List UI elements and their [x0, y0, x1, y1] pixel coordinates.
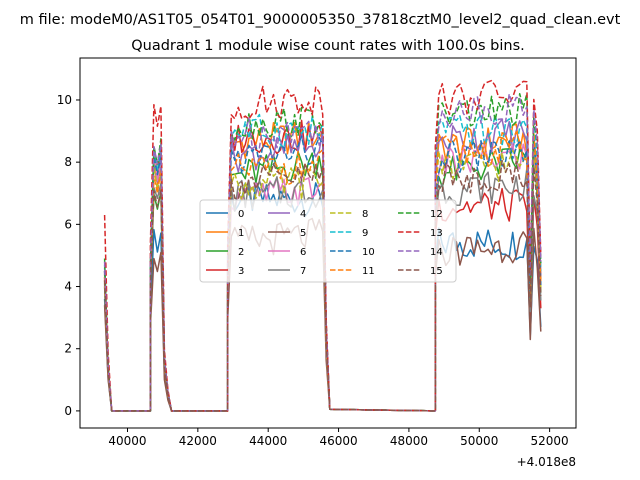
y-axis-ticks: 0 2 4 6 8 10: [57, 93, 80, 418]
legend-label-10: 10: [362, 247, 375, 258]
axes-frame: [79, 57, 577, 429]
legend-label-4: 4: [300, 209, 306, 220]
legend-label-11: 11: [362, 266, 375, 277]
legend-label-6: 6: [300, 247, 306, 258]
legend-label-5: 5: [300, 228, 306, 239]
y-tick-label: 6: [64, 217, 72, 231]
legend-label-14: 14: [430, 247, 443, 258]
legend-label-9: 9: [362, 228, 368, 239]
legend-label-1: 1: [238, 228, 244, 239]
legend-label-2: 2: [238, 247, 244, 258]
y-tick-label: 10: [57, 93, 72, 107]
legend-label-12: 12: [430, 209, 443, 220]
y-tick-label: 0: [64, 404, 72, 418]
x-axis-offset-label: +4.018e8: [517, 455, 576, 469]
y-tick-label: 8: [64, 155, 72, 169]
series-line-14: [103, 93, 542, 412]
series-line-8: [103, 147, 542, 412]
x-tick-label: 50000: [460, 434, 498, 448]
chart-title: Quadrant 1 module wise count rates with …: [131, 38, 525, 54]
x-tick-label: 48000: [390, 434, 428, 448]
x-tick-label: 42000: [179, 434, 217, 448]
y-tick-label: 2: [64, 342, 72, 356]
legend-label-3: 3: [238, 266, 244, 277]
series-line-15: [103, 159, 542, 412]
legend-label-15: 15: [430, 266, 443, 277]
legend-label-0: 0: [238, 209, 244, 220]
x-tick-label: 52000: [531, 434, 569, 448]
x-tick-label: 40000: [108, 434, 146, 448]
series-line-9: [103, 113, 542, 412]
x-tick-label: 44000: [249, 434, 287, 448]
x-axis-ticks: 40000 42000 44000 46000 48000 50000 52000: [108, 428, 569, 448]
legend-label-8: 8: [362, 209, 368, 220]
legend-label-13: 13: [430, 228, 443, 239]
legend-label-7: 7: [300, 266, 306, 277]
x-tick-label: 46000: [319, 434, 357, 448]
legend-frame: [199, 199, 457, 283]
figure-suptitle: m file: modeM0/AS1T05_054T01_9000005350_…: [20, 12, 621, 28]
y-tick-label: 4: [64, 280, 72, 294]
